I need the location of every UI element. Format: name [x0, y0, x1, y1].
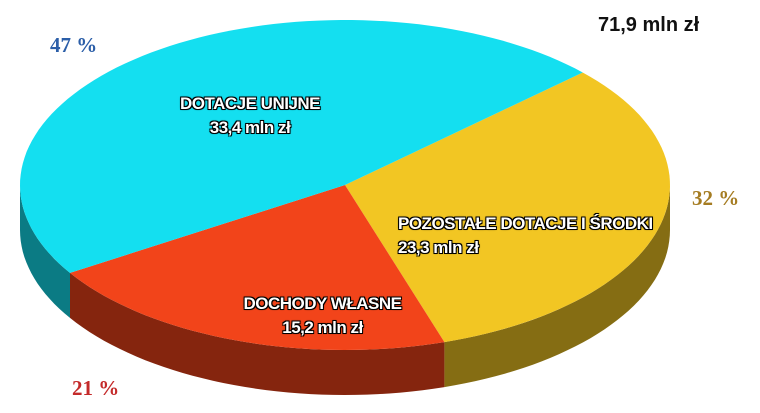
- total-annotation: 71,9 mln zł: [598, 14, 700, 36]
- slice-category: DOTACJE UNIJNE: [179, 94, 321, 113]
- slice-label: DOCHODY WŁASNE 15,2 mln zł: [190, 292, 455, 340]
- slice-amount: 33,4 mln zł: [209, 118, 291, 137]
- percent-label: 47 %: [50, 33, 98, 57]
- slice-side: [444, 185, 670, 388]
- slice-category: POZOSTAŁE DOTACJE I ŚRODKI: [398, 214, 653, 233]
- percent-label: 21 %: [72, 376, 120, 400]
- slice-amount: 23,3 mln zł: [398, 238, 479, 257]
- slice: [70, 185, 445, 350]
- slice: [20, 20, 583, 273]
- slice: [345, 72, 670, 343]
- slice-amount: 15,2 mln zł: [282, 318, 363, 337]
- slice-label: DOTACJE UNIJNE 33,4 mln zł: [130, 92, 370, 140]
- slice-label: POZOSTAŁE DOTACJE I ŚRODKI 23,3 mln zł: [398, 212, 663, 260]
- percent-label: 32 %: [692, 186, 740, 210]
- slice-side: [20, 185, 70, 318]
- slice-category: DOCHODY WŁASNE: [243, 294, 402, 313]
- slice-side: [70, 272, 445, 395]
